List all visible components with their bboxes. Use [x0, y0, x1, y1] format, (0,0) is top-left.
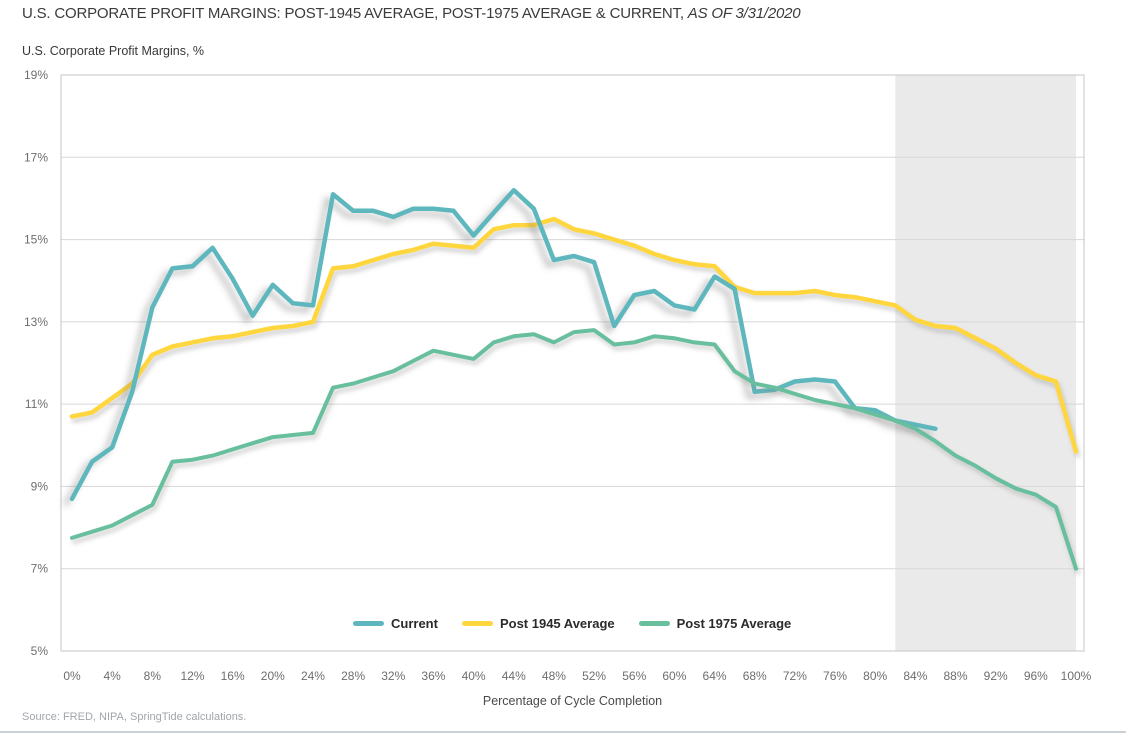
x-tick-label: 100%: [1061, 669, 1092, 683]
chart-title-asof: AS OF 3/31/2020: [687, 5, 801, 22]
y-axis-units-label: U.S. Corporate Profit Margins, %: [22, 44, 205, 58]
page-bottom-divider: [0, 731, 1126, 733]
x-tick-label: 44%: [502, 669, 526, 683]
source-note: Source: FRED, NIPA, SpringTide calculati…: [22, 711, 247, 723]
y-tick-label: 9%: [31, 479, 49, 493]
x-tick-label: 8%: [144, 669, 162, 683]
plot-border: [60, 74, 1085, 652]
x-tick-label: 4%: [103, 669, 121, 683]
post-1975-average-line: [70, 328, 1078, 571]
chart-title: U.S. CORPORATE PROFIT MARGINS: POST-1945…: [22, 5, 801, 22]
y-tick-label: 15%: [24, 233, 48, 247]
x-tick-label: 24%: [301, 669, 325, 683]
current-line-swatch: [353, 621, 384, 626]
x-tick-label: 52%: [582, 669, 606, 683]
y-tick-label: 19%: [24, 68, 48, 82]
x-tick-label: 16%: [221, 669, 245, 683]
legend-label-post-1975: Post 1975 Average: [676, 616, 792, 631]
y-tick-label: 13%: [24, 315, 48, 329]
x-tick-label: 56%: [622, 669, 646, 683]
y-tick-label: 11%: [25, 397, 48, 411]
x-tick-label: 96%: [1024, 669, 1048, 683]
y-tick-label: 7%: [31, 562, 49, 576]
post-1975-line-swatch: [638, 621, 670, 626]
x-tick-label: 20%: [261, 669, 285, 683]
current-line: [69, 187, 938, 502]
x-tick-label: 64%: [703, 669, 727, 683]
legend-label-post-1945: Post 1945 Average: [499, 616, 615, 631]
x-tick-label: 80%: [863, 669, 887, 683]
y-tick-label: 17%: [24, 150, 48, 164]
x-tick-label: 60%: [662, 669, 686, 683]
x-tick-label: 12%: [180, 669, 204, 683]
post-1945-average-line: [69, 216, 1079, 454]
legend-label-current: Current: [391, 616, 438, 631]
x-tick-label: 68%: [743, 669, 767, 683]
x-tick-label: 28%: [341, 669, 365, 683]
legend-item-post-1975-average: Post 1975 Average: [638, 616, 792, 631]
y-tick-label: 5%: [31, 644, 49, 658]
x-tick-label: 92%: [984, 669, 1008, 683]
x-tick-label: 48%: [542, 669, 566, 683]
chart-legend: Current Post 1945 Average Post 1975 Aver…: [353, 616, 791, 631]
x-tick-label: 88%: [944, 669, 968, 683]
post-1945-line-swatch: [461, 621, 493, 626]
x-tick-label: 40%: [462, 669, 486, 683]
x-tick-label: 72%: [783, 669, 807, 683]
x-tick-label: 84%: [903, 669, 927, 683]
x-tick-label: 36%: [421, 669, 445, 683]
x-tick-label: 0%: [63, 669, 81, 683]
x-tick-label: 76%: [823, 669, 847, 683]
profit-margins-line-chart: 19% 17% 15% 13% 11% 9% 7% 5% 0% 4% 8% 12% 16% 20% 24% 2…: [24, 68, 1092, 683]
legend-item-current: Current: [353, 616, 438, 631]
x-axis-title: Percentage of Cycle Completion: [482, 694, 663, 708]
legend-item-post-1945-average: Post 1945 Average: [461, 616, 615, 631]
highlight-band: [895, 75, 1076, 651]
x-tick-label: 32%: [381, 669, 405, 683]
chart-title-text: U.S. CORPORATE PROFIT MARGINS: POST-1945…: [22, 5, 684, 22]
